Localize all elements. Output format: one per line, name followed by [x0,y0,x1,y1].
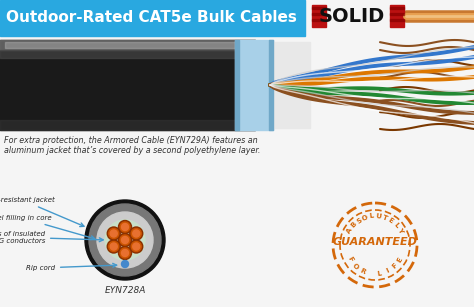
Text: O: O [361,214,369,222]
Circle shape [121,236,128,243]
Text: B: B [350,221,358,229]
Text: (4) pairs of insulated
24 AWG conductors: (4) pairs of insulated 24 AWG conductors [0,230,103,244]
Circle shape [130,240,143,253]
Text: L: L [369,213,374,220]
Circle shape [130,227,143,240]
Circle shape [85,200,165,280]
Circle shape [110,243,117,250]
Text: For extra protection, the Armored Cable (EYN729A) features an
aluminum jacket th: For extra protection, the Armored Cable … [4,136,260,155]
Text: E: E [387,217,394,225]
Text: UV-resistant jacket: UV-resistant jacket [0,197,84,227]
Circle shape [120,222,130,232]
Text: EYN728A: EYN728A [104,286,146,295]
Bar [390,13,404,15]
Bar [235,40,273,130]
Circle shape [131,242,141,251]
Text: O: O [351,262,359,270]
Text: Gel filling in core: Gel filling in core [0,215,95,239]
Circle shape [131,228,141,239]
Text: L: L [377,270,382,277]
Circle shape [120,235,130,245]
Text: E: E [396,256,404,263]
Bar [390,7,404,9]
Circle shape [133,243,140,250]
Text: Rip cord: Rip cord [26,263,117,271]
Text: U: U [375,213,382,220]
Circle shape [118,220,131,234]
Text: L: L [392,221,400,229]
Circle shape [121,250,128,257]
Bar [0,0,305,36]
Circle shape [109,228,119,239]
Bar [390,5,404,27]
Text: A: A [346,227,354,234]
Text: T: T [382,214,388,221]
Text: Outdoor-Rated CAT5e Bulk Cables: Outdoor-Rated CAT5e Bulk Cables [6,10,297,25]
Circle shape [120,248,130,258]
Bar [312,5,326,27]
Circle shape [89,204,161,276]
Text: F: F [346,256,354,263]
Circle shape [97,212,153,268]
Text: R: R [359,267,366,275]
Circle shape [109,242,119,251]
Circle shape [118,247,131,259]
Text: GUARANTEED: GUARANTEED [333,237,418,247]
Circle shape [107,240,120,253]
Text: I: I [385,268,390,274]
Text: SOLID: SOLID [319,6,385,25]
Circle shape [110,230,117,237]
Circle shape [118,234,131,247]
Circle shape [121,261,128,267]
Circle shape [121,223,128,231]
Bar [312,19,326,21]
Circle shape [105,220,145,260]
Bar [312,7,326,9]
Bar [312,13,326,15]
Circle shape [133,230,140,237]
Text: S: S [356,217,363,225]
Bar [390,19,404,21]
Text: Y: Y [396,227,404,234]
Circle shape [107,227,120,240]
Text: F: F [391,262,399,270]
